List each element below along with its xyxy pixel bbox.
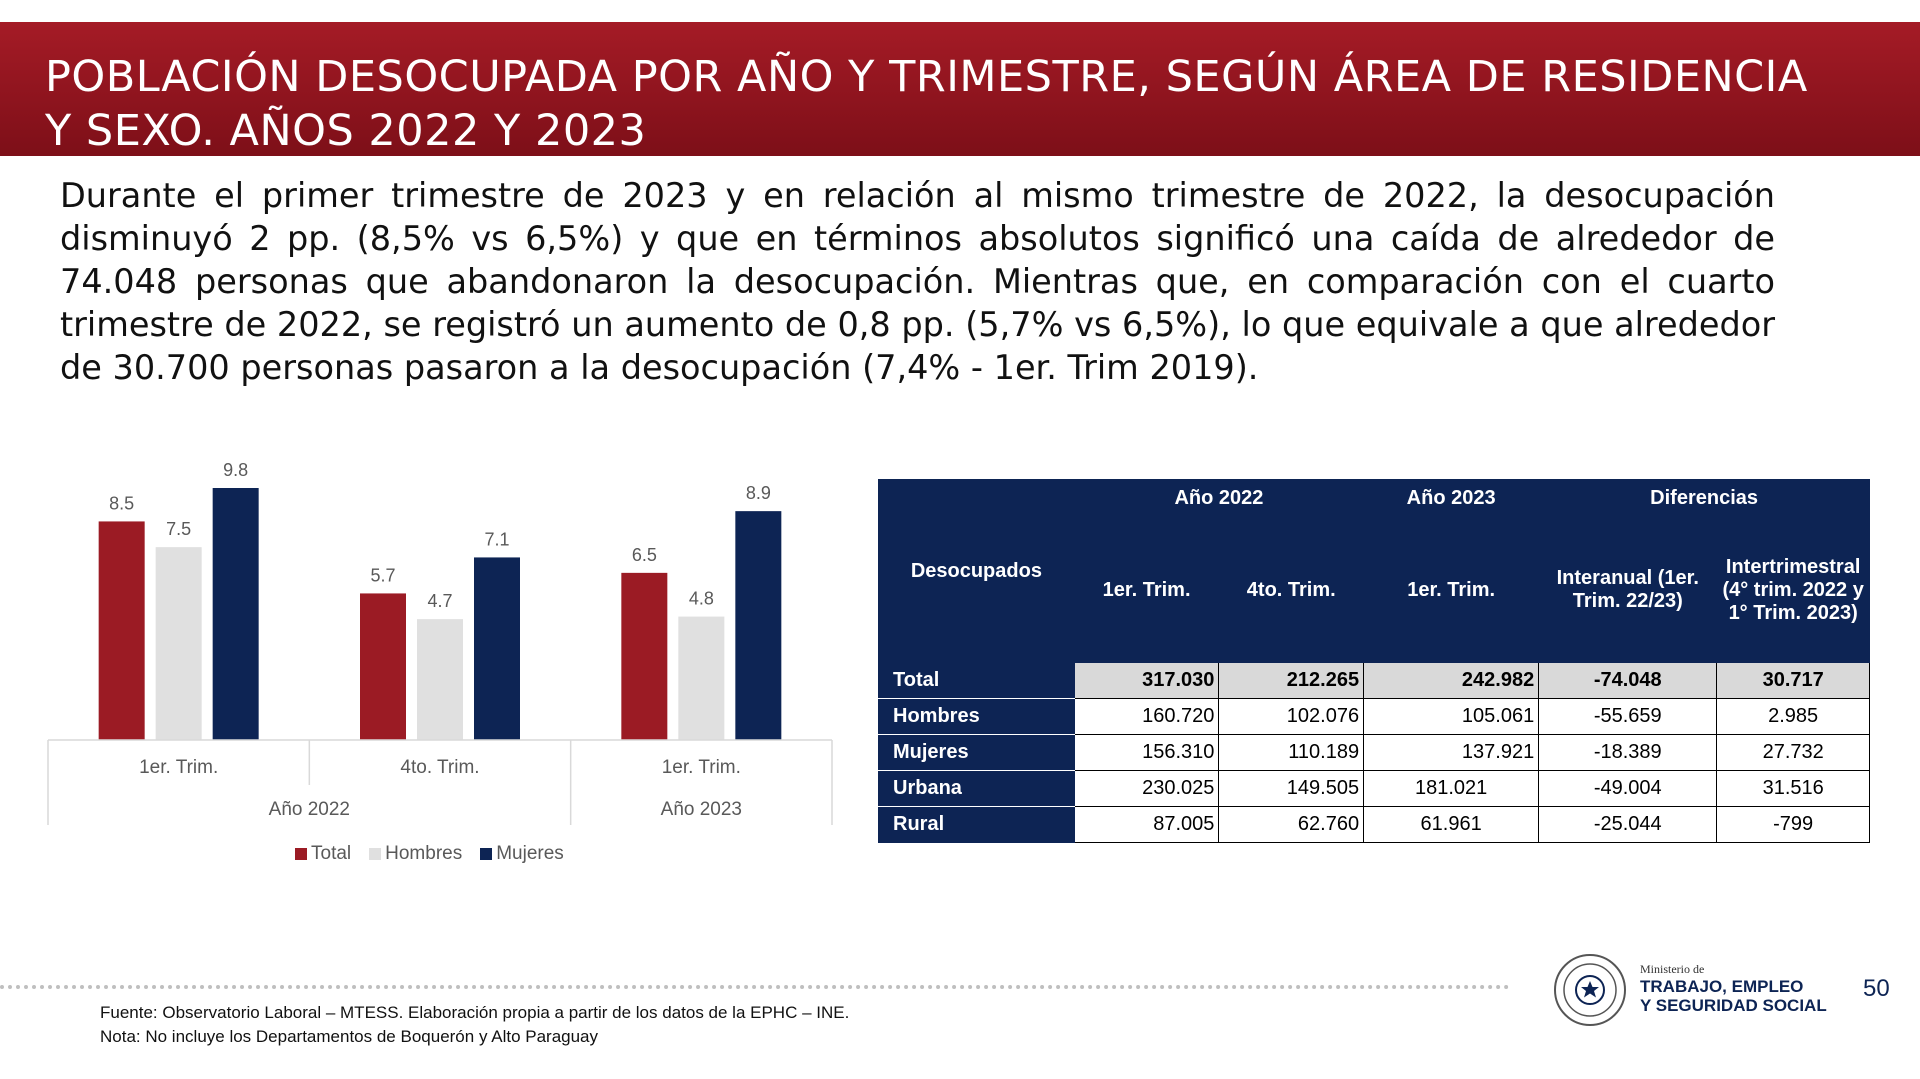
data-label: 6.5 bbox=[632, 545, 657, 565]
footer-divider bbox=[0, 985, 1510, 989]
bar bbox=[735, 511, 782, 740]
table-cell: 87.005 bbox=[1073, 806, 1220, 843]
chart-svg: 8.5 7.5 9.8 1er. Trim. 5.7 4.7 7.1 4to. Trim. 6.… bbox=[47, 460, 833, 825]
table-sub-header: Intertrimestral (4° trim. 2022 y 1° Trim… bbox=[1716, 517, 1870, 663]
table-cell: 102.076 bbox=[1218, 698, 1365, 735]
table-cell: 137.921 bbox=[1363, 734, 1540, 771]
row-label: Mujeres bbox=[878, 734, 1075, 771]
row-label: Hombres bbox=[878, 698, 1075, 735]
table-group-header: Diferencias bbox=[1538, 479, 1870, 518]
table-row: Mujeres 156.310 110.189 137.921 -18.389 … bbox=[878, 734, 1870, 771]
note-line: Nota: No incluye los Departamentos de Bo… bbox=[100, 1027, 599, 1046]
legend-item-total: Total bbox=[295, 843, 351, 865]
table-cell: 317.030 bbox=[1073, 662, 1220, 699]
row-label: Total bbox=[878, 662, 1075, 699]
table-group-header: Año 2023 bbox=[1363, 479, 1540, 518]
table-cell: 242.982 bbox=[1363, 662, 1540, 699]
table-cell: 27.732 bbox=[1716, 734, 1870, 771]
chart-legend: Total Hombres Mujeres bbox=[295, 843, 564, 865]
table-sub-header: 1er. Trim. bbox=[1073, 517, 1220, 663]
table-row: Urbana 230.025 149.505 181.021 -49.004 3… bbox=[878, 770, 1870, 807]
group-label: Año 2022 bbox=[269, 799, 350, 820]
legend-label-total: Total bbox=[311, 843, 352, 864]
data-label: 4.8 bbox=[689, 589, 714, 609]
ministry-logo-text: Ministerio de TRABAJO, EMPLEO Y SEGURIDA… bbox=[1640, 962, 1827, 1015]
legend-label-mujeres: Mujeres bbox=[496, 843, 564, 864]
data-label: 8.9 bbox=[746, 483, 771, 503]
data-label: 7.5 bbox=[166, 519, 191, 539]
data-label: 5.7 bbox=[370, 565, 395, 585]
legend-swatch-mujeres bbox=[480, 848, 493, 860]
legend-swatch-total bbox=[295, 848, 307, 860]
row-label: Rural bbox=[878, 806, 1075, 843]
table-cell: -18.389 bbox=[1538, 734, 1718, 771]
table-group-header: Año 2022 bbox=[1073, 479, 1365, 518]
x-tick-label: 4to. Trim. bbox=[400, 757, 479, 778]
table-cell: 31.516 bbox=[1716, 770, 1870, 807]
table-row: Total 317.030 212.265 242.982 -74.048 30… bbox=[878, 662, 1870, 699]
table-cell: 160.720 bbox=[1073, 698, 1220, 735]
table-cell: 230.025 bbox=[1073, 770, 1220, 807]
source-line: Fuente: Observatorio Laboral – MTESS. El… bbox=[100, 1003, 850, 1022]
table-cell: -55.659 bbox=[1538, 698, 1718, 735]
bar bbox=[417, 619, 463, 740]
table-row: Hombres 160.720 102.076 105.061 -55.659 … bbox=[878, 698, 1870, 735]
table-cell: 181.021 bbox=[1363, 770, 1540, 807]
table-cell: -25.044 bbox=[1538, 806, 1718, 843]
title-band: POBLACIÓN DESOCUPADA POR AÑO Y TRIMESTRE… bbox=[0, 22, 1920, 156]
table-cell: -74.048 bbox=[1538, 662, 1718, 699]
data-table: Desocupados Año 2022 Año 2023 Diferencia… bbox=[878, 479, 1870, 843]
data-label: 8.5 bbox=[109, 493, 134, 513]
x-tick-label: 1er. Trim. bbox=[662, 757, 741, 778]
table-cell: 110.189 bbox=[1218, 734, 1365, 771]
legend-item-hombres: Hombres bbox=[369, 843, 462, 865]
table-cell: 149.505 bbox=[1218, 770, 1365, 807]
bar bbox=[98, 521, 145, 740]
bar bbox=[621, 572, 668, 740]
legend-item-mujeres: Mujeres bbox=[480, 843, 564, 865]
ministry-small-text: Ministerio de bbox=[1640, 962, 1705, 976]
bar bbox=[474, 557, 520, 740]
page-number: 50 bbox=[1863, 975, 1890, 1002]
national-seal-icon bbox=[1554, 954, 1626, 1026]
table-cell: -799 bbox=[1716, 806, 1870, 843]
page-title: POBLACIÓN DESOCUPADA POR AÑO Y TRIMESTRE… bbox=[45, 52, 1808, 156]
table-sub-header: Interanual (1er. Trim. 22/23) bbox=[1538, 517, 1718, 663]
table-cell: 156.310 bbox=[1073, 734, 1220, 771]
data-label: 9.8 bbox=[223, 460, 248, 480]
bar-chart: 8.5 7.5 9.8 1er. Trim. 5.7 4.7 7.1 4to. Trim. 6.… bbox=[40, 450, 840, 880]
table-sub-header: 1er. Trim. bbox=[1363, 517, 1540, 663]
table-cell: 61.961 bbox=[1363, 806, 1540, 843]
table-stub-header: Desocupados bbox=[878, 479, 1075, 663]
table-cell: 212.265 bbox=[1218, 662, 1365, 699]
table-cell: 30.717 bbox=[1716, 662, 1870, 699]
source-notes: Fuente: Observatorio Laboral – MTESS. El… bbox=[100, 1001, 849, 1049]
intro-paragraph: Durante el primer trimestre de 2023 y en… bbox=[60, 176, 1775, 387]
x-tick-label: 1er. Trim. bbox=[139, 757, 218, 778]
ministry-line-2: Y SEGURIDAD SOCIAL bbox=[1640, 996, 1827, 1015]
table-cell: -49.004 bbox=[1538, 770, 1718, 807]
table-cell: 105.061 bbox=[1363, 698, 1540, 735]
bar bbox=[360, 593, 406, 740]
bar bbox=[678, 616, 725, 740]
data-label: 7.1 bbox=[484, 529, 509, 549]
bar bbox=[212, 488, 259, 740]
table-cell: 62.760 bbox=[1218, 806, 1365, 843]
table-cell: 2.985 bbox=[1716, 698, 1870, 735]
table-sub-header: 4to. Trim. bbox=[1218, 517, 1365, 663]
legend-label-hombres: Hombres bbox=[385, 843, 463, 864]
table-row: Rural 87.005 62.760 61.961 -25.044 -799 bbox=[878, 806, 1870, 843]
bar bbox=[155, 547, 202, 740]
row-label: Urbana bbox=[878, 770, 1075, 807]
ministry-line-1: TRABAJO, EMPLEO bbox=[1640, 977, 1804, 996]
legend-swatch-hombres bbox=[369, 848, 382, 860]
data-label: 4.7 bbox=[427, 591, 452, 611]
group-label: Año 2023 bbox=[661, 799, 742, 820]
